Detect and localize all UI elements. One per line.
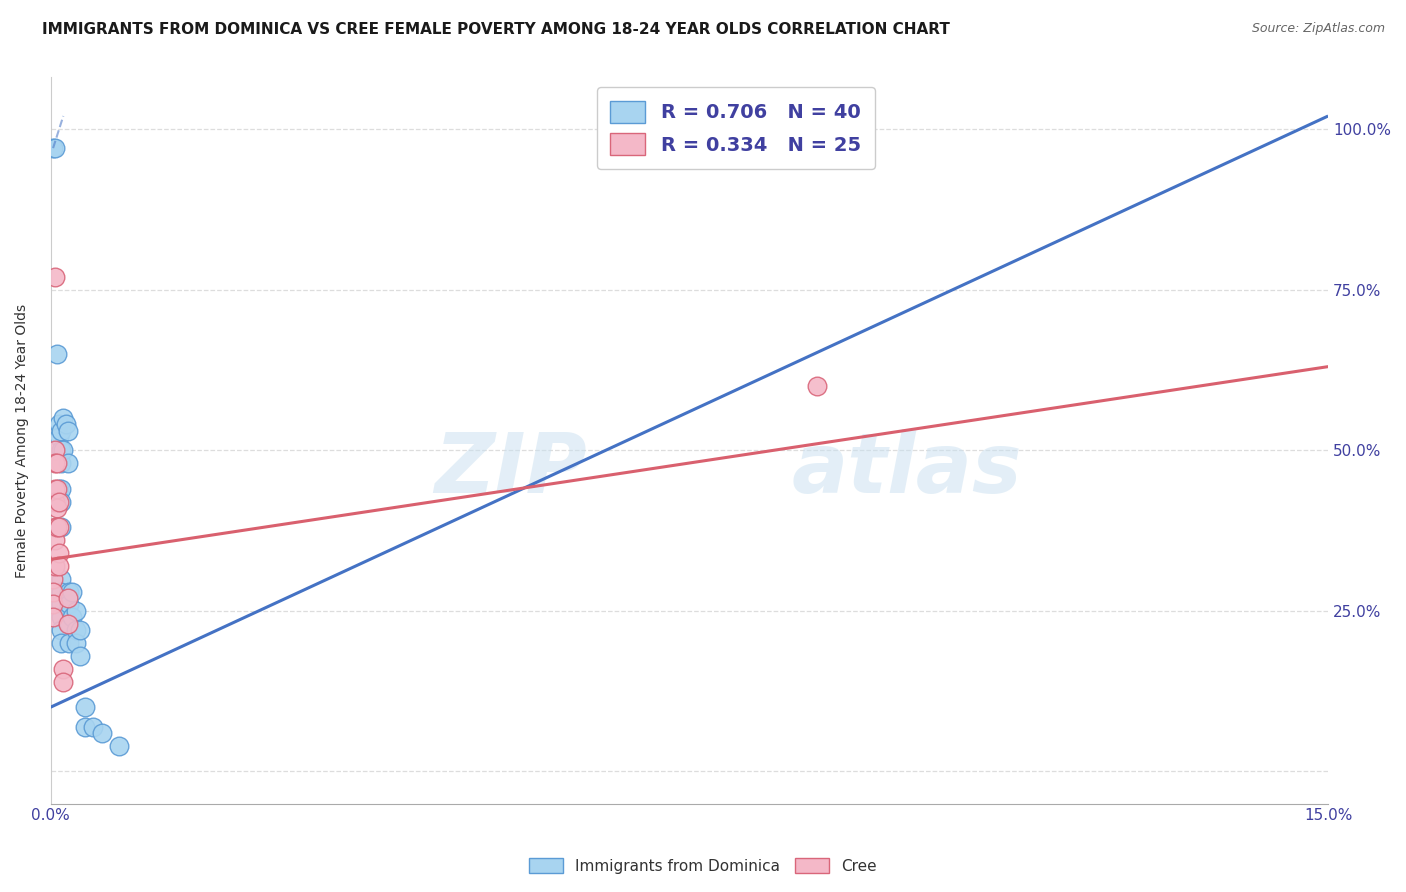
Point — [44, 494, 66, 508]
Point — [65, 636, 87, 650]
Text: atlas: atlas — [792, 429, 1022, 510]
Point — [42, 572, 65, 586]
Point — [44, 520, 66, 534]
Text: IMMIGRANTS FROM DOMINICA VS CREE FEMALE POVERTY AMONG 18-24 YEAR OLDS CORRELATIO: IMMIGRANTS FROM DOMINICA VS CREE FEMALE … — [42, 22, 950, 37]
Point — [46, 520, 69, 534]
Point — [49, 584, 72, 599]
Point — [46, 347, 69, 361]
Point — [52, 411, 75, 425]
Point — [49, 610, 72, 624]
Point — [42, 598, 65, 612]
Point — [60, 584, 83, 599]
Point — [48, 546, 70, 560]
Text: ZIP: ZIP — [434, 429, 588, 510]
Point — [44, 141, 66, 155]
Point — [69, 623, 91, 637]
Y-axis label: Female Poverty Among 18-24 Year Olds: Female Poverty Among 18-24 Year Olds — [15, 303, 30, 578]
Point — [107, 739, 129, 753]
Point — [58, 584, 80, 599]
Point — [46, 456, 69, 470]
Point — [44, 269, 66, 284]
Point — [65, 623, 87, 637]
Point — [73, 719, 96, 733]
Point — [44, 456, 66, 470]
Point — [49, 520, 72, 534]
Point — [44, 443, 66, 458]
Point — [49, 572, 72, 586]
Point — [56, 424, 79, 438]
Legend: R = 0.706   N = 40, R = 0.334   N = 25: R = 0.706 N = 40, R = 0.334 N = 25 — [596, 87, 875, 169]
Point — [69, 648, 91, 663]
Point — [58, 598, 80, 612]
Point — [58, 636, 80, 650]
Point — [48, 558, 70, 573]
Point — [44, 482, 66, 496]
Point — [42, 584, 65, 599]
Point — [46, 482, 69, 496]
Point — [90, 726, 112, 740]
Point — [44, 558, 66, 573]
Point — [48, 494, 70, 508]
Point — [56, 591, 79, 605]
Point — [52, 674, 75, 689]
Point — [73, 700, 96, 714]
Point — [49, 623, 72, 637]
Point — [49, 494, 72, 508]
Point — [56, 616, 79, 631]
Point — [806, 379, 828, 393]
Text: Source: ZipAtlas.com: Source: ZipAtlas.com — [1251, 22, 1385, 36]
Point — [49, 636, 72, 650]
Point — [48, 430, 70, 444]
Point — [56, 456, 79, 470]
Point — [49, 424, 72, 438]
Point — [82, 719, 104, 733]
Point — [49, 598, 72, 612]
Legend: Immigrants from Dominica, Cree: Immigrants from Dominica, Cree — [523, 852, 883, 880]
Point — [48, 520, 70, 534]
Point — [48, 417, 70, 432]
Point — [42, 141, 65, 155]
Point — [49, 456, 72, 470]
Point — [48, 482, 70, 496]
Point — [52, 443, 75, 458]
Point — [44, 533, 66, 548]
Point — [55, 417, 77, 432]
Point — [48, 494, 70, 508]
Point — [52, 662, 75, 676]
Point — [58, 616, 80, 631]
Point — [42, 610, 65, 624]
Point — [60, 610, 83, 624]
Point — [49, 482, 72, 496]
Point — [49, 443, 72, 458]
Point — [46, 501, 69, 516]
Point — [65, 604, 87, 618]
